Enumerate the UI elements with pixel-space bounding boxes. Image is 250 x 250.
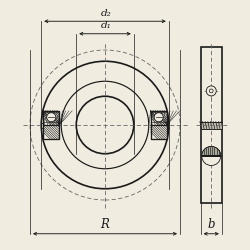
Circle shape [154,113,163,122]
Text: d₂: d₂ [101,9,112,18]
Bar [43,110,60,125]
Circle shape [206,86,216,96]
FancyBboxPatch shape [43,110,60,140]
Bar [43,110,60,140]
Bar [150,110,167,140]
Text: R: R [100,218,110,231]
Circle shape [202,146,221,166]
Circle shape [47,113,56,122]
Bar [200,122,222,128]
FancyBboxPatch shape [150,110,167,140]
Polygon shape [202,146,221,156]
Bar [150,110,167,125]
Text: d₁: d₁ [101,22,112,30]
Text: b: b [208,218,215,231]
Bar [200,48,222,203]
